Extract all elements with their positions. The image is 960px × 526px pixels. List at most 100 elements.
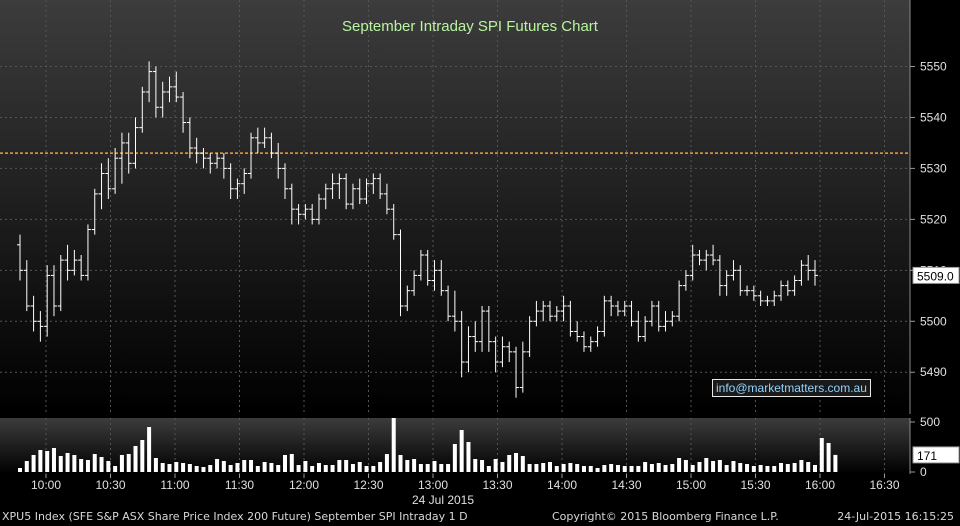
watermark-email: info@marketmatters.com.au: [712, 379, 871, 397]
ohlc-bar: [200, 148, 207, 169]
ohlc-bar: [30, 295, 37, 332]
ohlc-bar: [791, 275, 798, 296]
ohlc-bar: [44, 265, 51, 337]
ohlc-bar: [608, 295, 615, 317]
volume-bar: [446, 464, 451, 472]
ohlc-bar: [689, 244, 696, 281]
ohlc-bar: [764, 295, 771, 306]
volume-bar: [588, 466, 593, 472]
volume-bar: [72, 455, 77, 472]
volume-bar: [58, 456, 63, 472]
volume-bar: [384, 454, 389, 472]
x-tick-label: 14:30: [611, 478, 641, 492]
volume-bar: [113, 466, 118, 472]
date-label: 24 Jul 2015: [412, 493, 474, 507]
volume-bar: [717, 460, 722, 472]
ohlc-bar: [560, 295, 567, 322]
ohlc-bar: [723, 270, 730, 296]
volume-bar: [486, 466, 491, 472]
volume-bar: [181, 463, 186, 472]
ohlc-bar: [710, 244, 717, 266]
ohlc-bar: [805, 255, 812, 281]
volume-bar: [215, 459, 220, 472]
ohlc-bar: [533, 300, 540, 327]
volume-bar: [92, 454, 97, 472]
volume-bar: [622, 466, 627, 472]
ohlc-bar: [91, 188, 98, 235]
volume-bar: [765, 466, 770, 472]
volume-bar: [683, 460, 688, 472]
volume-bar: [418, 464, 423, 472]
volume-bar: [405, 460, 410, 472]
footer: XPU5 Index (SFE S&P ASX Share Price Inde…: [0, 508, 960, 526]
volume-bar: [459, 430, 464, 472]
last-volume-label: 171: [917, 449, 937, 463]
x-tick-label: 14:00: [547, 478, 577, 492]
volume-bar: [629, 466, 634, 472]
footer-security: XPU5 Index (SFE S&P ASX Share Price Inde…: [2, 510, 468, 523]
ohlc-bar: [648, 300, 655, 327]
volume-bar: [194, 466, 199, 472]
ohlc-bar: [757, 290, 764, 306]
volume-bar: [615, 465, 620, 472]
ohlc-bar: [778, 280, 785, 301]
ohlc-bar: [451, 290, 458, 332]
volume-bar: [527, 464, 532, 472]
volume-bar: [799, 460, 804, 472]
ohlc-bar: [642, 316, 649, 342]
volume-bar: [79, 459, 84, 472]
ohlc-bar: [64, 244, 71, 281]
ohlc-bar: [146, 61, 153, 103]
volume-bar: [466, 442, 471, 472]
ohlc-bar: [621, 300, 628, 317]
volume-bar: [201, 467, 206, 472]
y-tick-label: 5520: [920, 212, 947, 226]
ohlc-bar: [812, 260, 818, 286]
volume-bar: [772, 466, 777, 472]
ohlc-bar: [526, 316, 533, 357]
volume-bar: [153, 458, 158, 472]
volume-bar: [350, 464, 355, 472]
ohlc-bar: [98, 163, 105, 210]
ohlc-bar: [84, 224, 91, 281]
x-tick-label: 13:30: [482, 478, 512, 492]
volume-tick-label: 500: [920, 415, 940, 429]
ohlc-bar: [343, 173, 350, 210]
footer-timestamp: 24-Jul-2015 16:15:25: [837, 510, 954, 523]
x-tick-label: 12:30: [353, 478, 383, 492]
y-tick-label: 5550: [920, 59, 947, 73]
volume-bar: [670, 464, 675, 472]
ohlc-bar: [315, 193, 322, 225]
ohlc-bar: [445, 285, 452, 322]
volume-bar: [269, 463, 274, 472]
ohlc-bar: [458, 311, 465, 378]
ohlc-bar: [594, 326, 601, 347]
ohlc-bar: [519, 341, 526, 393]
footer-copyright: Copyright© 2015 Bloomberg Finance L.P.: [552, 510, 779, 523]
ohlc-bar: [431, 260, 438, 291]
ohlc-bar: [207, 153, 214, 174]
ohlc-bar: [268, 132, 275, 159]
price-panel: [0, 0, 910, 414]
ohlc-bar: [424, 249, 431, 286]
ohlc-bar: [50, 265, 57, 317]
ohlc-bar: [696, 249, 703, 266]
ohlc-bar: [309, 204, 316, 225]
x-tick-label: 12:00: [289, 478, 319, 492]
volume-bar: [554, 466, 559, 472]
ohlc-bar: [383, 183, 390, 215]
volume-bar: [344, 460, 349, 472]
x-tick-label: 16:00: [805, 478, 835, 492]
volume-bar: [174, 462, 179, 472]
ohlc-bar: [78, 255, 85, 281]
ohlc-bar: [322, 183, 329, 210]
volume-bar: [480, 460, 485, 472]
volume-bar: [785, 464, 790, 472]
ohlc-bar: [241, 168, 248, 194]
ohlc-bar: [112, 148, 119, 194]
volume-bar: [167, 464, 172, 472]
volume-bar: [65, 453, 70, 472]
ohlc-bar: [214, 153, 221, 169]
ohlc-bar: [186, 117, 193, 159]
volume-bar: [249, 460, 254, 472]
